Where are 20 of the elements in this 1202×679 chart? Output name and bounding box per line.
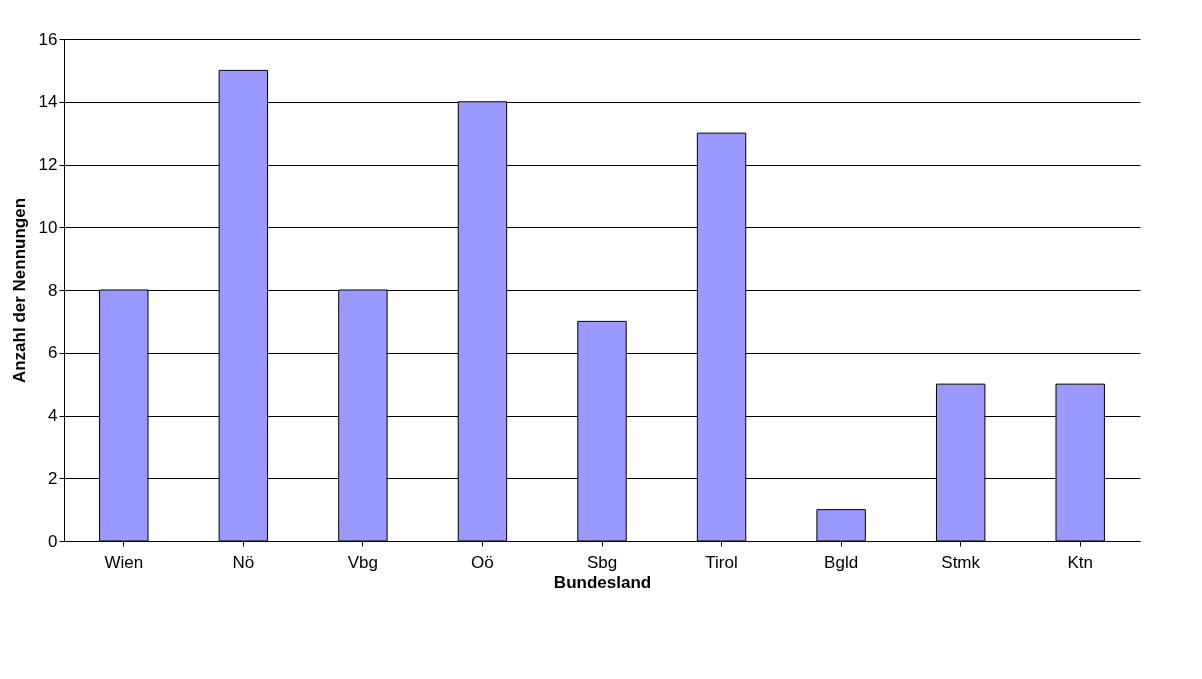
y-tick-label: 16	[38, 29, 58, 49]
y-tick-label: 2	[48, 468, 58, 488]
x-tick-label: Vbg	[347, 552, 379, 572]
x-tick-label: Sbg	[586, 552, 618, 572]
y-tick-label: 0	[48, 531, 58, 551]
x-tick-label: Tirol	[705, 552, 738, 572]
y-tick-label: 12	[38, 155, 58, 174]
x-tick-label: Stmk	[941, 552, 981, 572]
x-tick-label: Bgld	[824, 552, 859, 572]
y-tick-label: 6	[48, 343, 58, 363]
y-axis-title: Anzahl der Nennungen	[9, 197, 29, 384]
y-tick-label: 10	[38, 217, 58, 237]
y-tick-label: 4	[48, 406, 58, 425]
x-tick-label: Wien	[104, 552, 144, 572]
y-tick-label: 14	[38, 92, 58, 112]
y-tick-label: 8	[48, 280, 58, 300]
x-tick-label: Ktn	[1067, 552, 1093, 572]
x-tick-label: Oö	[471, 552, 494, 572]
x-tick-label: Nö	[232, 552, 255, 572]
x-axis-title: Bundesland	[553, 572, 652, 592]
